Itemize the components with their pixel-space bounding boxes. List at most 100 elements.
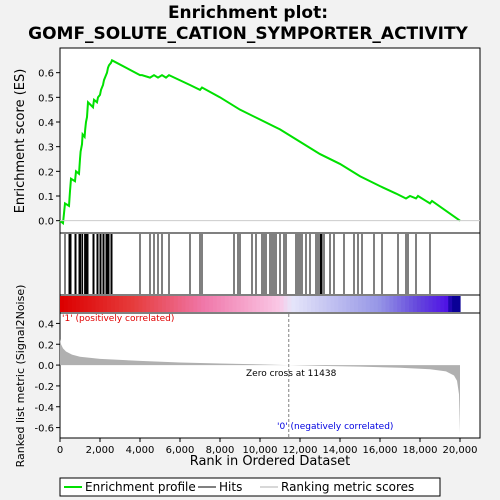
x-tick-label: 2,000 — [86, 445, 115, 456]
rank-gradient-segment — [71, 296, 77, 312]
es-y-axis-label: Enrichment score (ES) — [13, 69, 28, 214]
rank-gradient-segment — [448, 296, 453, 312]
es-plot-area — [59, 47, 481, 234]
rank-gradient-segment — [158, 296, 163, 312]
metric-tick-label: 0.4 — [38, 319, 54, 330]
rank-gradient-segment — [310, 296, 316, 312]
metric-tick-label: -0.4 — [34, 403, 54, 414]
hits-group — [64, 234, 431, 294]
x-tick-label: 12,000 — [283, 445, 318, 456]
rank-gradient-segment — [165, 296, 171, 312]
rank-gradient-segment — [103, 296, 108, 312]
rank-gradient-segment — [409, 296, 414, 312]
rank-gradient-segment — [60, 296, 65, 312]
rank-gradient-segment — [161, 296, 167, 312]
rank-gradient-segment — [236, 296, 241, 312]
rank-gradient-segment — [346, 296, 351, 312]
rank-gradient-segment — [216, 296, 222, 312]
rank-gradient-segment — [334, 296, 340, 312]
x-axis: 0 2,000 4,000 6,000 8,000 10,000 12,000 14,000 1… — [57, 438, 478, 456]
rank-gradient-segment — [95, 296, 100, 312]
rank-gradient-segment — [220, 296, 226, 312]
rank-gradient-segment — [228, 296, 234, 312]
rank-gradient-segment — [181, 296, 187, 312]
rank-gradient-segment — [83, 296, 89, 312]
es-tick-label: 0.1 — [38, 192, 54, 203]
rank-gradient-segment — [91, 296, 96, 312]
rank-gradient-segment — [342, 296, 347, 312]
rank-gradient-segment — [385, 296, 391, 312]
rank-gradient-segment — [338, 296, 343, 312]
rank-gradient-segment — [397, 296, 402, 312]
rank-gradient-segment — [350, 296, 355, 312]
rank-gradient-segment — [173, 296, 179, 312]
x-tick-label: 6,000 — [166, 445, 195, 456]
rank-gradient-segment — [365, 296, 371, 312]
es-tick-label: 0.4 — [38, 118, 54, 129]
negative-correlation-label: '0' (negatively correlated) — [277, 422, 393, 432]
rank-gradient-segment — [263, 296, 269, 312]
rank-gradient-segment — [358, 296, 363, 312]
rank-gradient-segment — [420, 296, 426, 312]
x-tick-label: 10,000 — [243, 445, 278, 456]
rank-gradient-segment — [154, 296, 159, 312]
rank-gradient-segment — [63, 296, 69, 312]
x-tick-label: 14,000 — [323, 445, 358, 456]
x-tick-label: 8,000 — [206, 445, 235, 456]
x-axis-label: Rank in Ordered Dataset — [190, 454, 351, 469]
metric-tick-label: 0.2 — [38, 340, 54, 351]
rank-gradient-segment — [118, 296, 124, 312]
x-tick-label: 20,000 — [443, 445, 478, 456]
rank-gradient-segment — [252, 296, 257, 312]
rank-gradient-segment — [330, 296, 336, 312]
rank-gradient-segment — [369, 296, 375, 312]
rank-gradient-segment — [377, 296, 383, 312]
rank-gradient-segment — [271, 296, 277, 312]
rank-gradient-segment — [299, 296, 304, 312]
rank-gradient-segment — [283, 296, 289, 312]
chart-title-line2: GOMF_SOLUTE_CATION_SYMPORTER_ACTIVITY — [28, 24, 468, 44]
es-tick-label: 0.0 — [38, 217, 54, 228]
rank-gradient-segment — [295, 296, 300, 312]
rank-gradient-segment — [318, 296, 324, 312]
rank-gradient-segment — [150, 296, 155, 312]
rank-gradient-segment — [267, 296, 273, 312]
metric-tick-label: -0.6 — [34, 424, 54, 435]
metric-plot-area — [59, 312, 481, 439]
rank-gradient-segment — [99, 296, 104, 312]
metric-y-axis: 0.4 0.2 0.0 -0.2 -0.4 -0.6 — [34, 319, 60, 435]
rank-gradient-segment — [75, 296, 81, 312]
enrichment-profile-line — [59, 58, 461, 226]
rank-gradient-segment — [122, 296, 128, 312]
rank-gradient-segment — [428, 296, 434, 312]
rank-gradient-segment — [205, 296, 210, 312]
rank-gradient-segment — [146, 296, 151, 312]
rank-gradient-segment — [169, 296, 175, 312]
rank-gradient-segment — [193, 296, 198, 312]
es-tick-label: 0.3 — [38, 143, 54, 154]
rank-gradient-segment — [110, 296, 116, 312]
rank-gradient-segment — [452, 296, 457, 312]
rank-gradient-segment — [275, 296, 281, 312]
rank-gradient-segment — [177, 296, 183, 312]
rank-gradient-segment — [416, 296, 422, 312]
es-tick-label: 0.2 — [38, 167, 54, 178]
rank-gradient-segment — [197, 296, 202, 312]
rank-gradient-segment — [401, 296, 406, 312]
rank-gradient-segment — [322, 296, 328, 312]
rank-gradient-segment — [381, 296, 387, 312]
rank-gradient-segment — [248, 296, 253, 312]
rank-gradient-segment — [114, 296, 120, 312]
rank-gradient-segment — [134, 296, 140, 312]
rank-gradient-segment — [303, 296, 308, 312]
rank-gradient-segment — [424, 296, 430, 312]
ranking-metric-area — [60, 339, 460, 433]
rank-gradient-segment — [130, 296, 136, 312]
legend — [59, 477, 441, 497]
metric-tick-label: 0.0 — [38, 361, 54, 372]
positive-correlation-label: '1' (positively correlated) — [62, 314, 174, 324]
rank-gradient-segment — [232, 296, 238, 312]
rank-gradient — [60, 296, 461, 312]
legend-profile-label: Enrichment profile — [85, 480, 196, 494]
